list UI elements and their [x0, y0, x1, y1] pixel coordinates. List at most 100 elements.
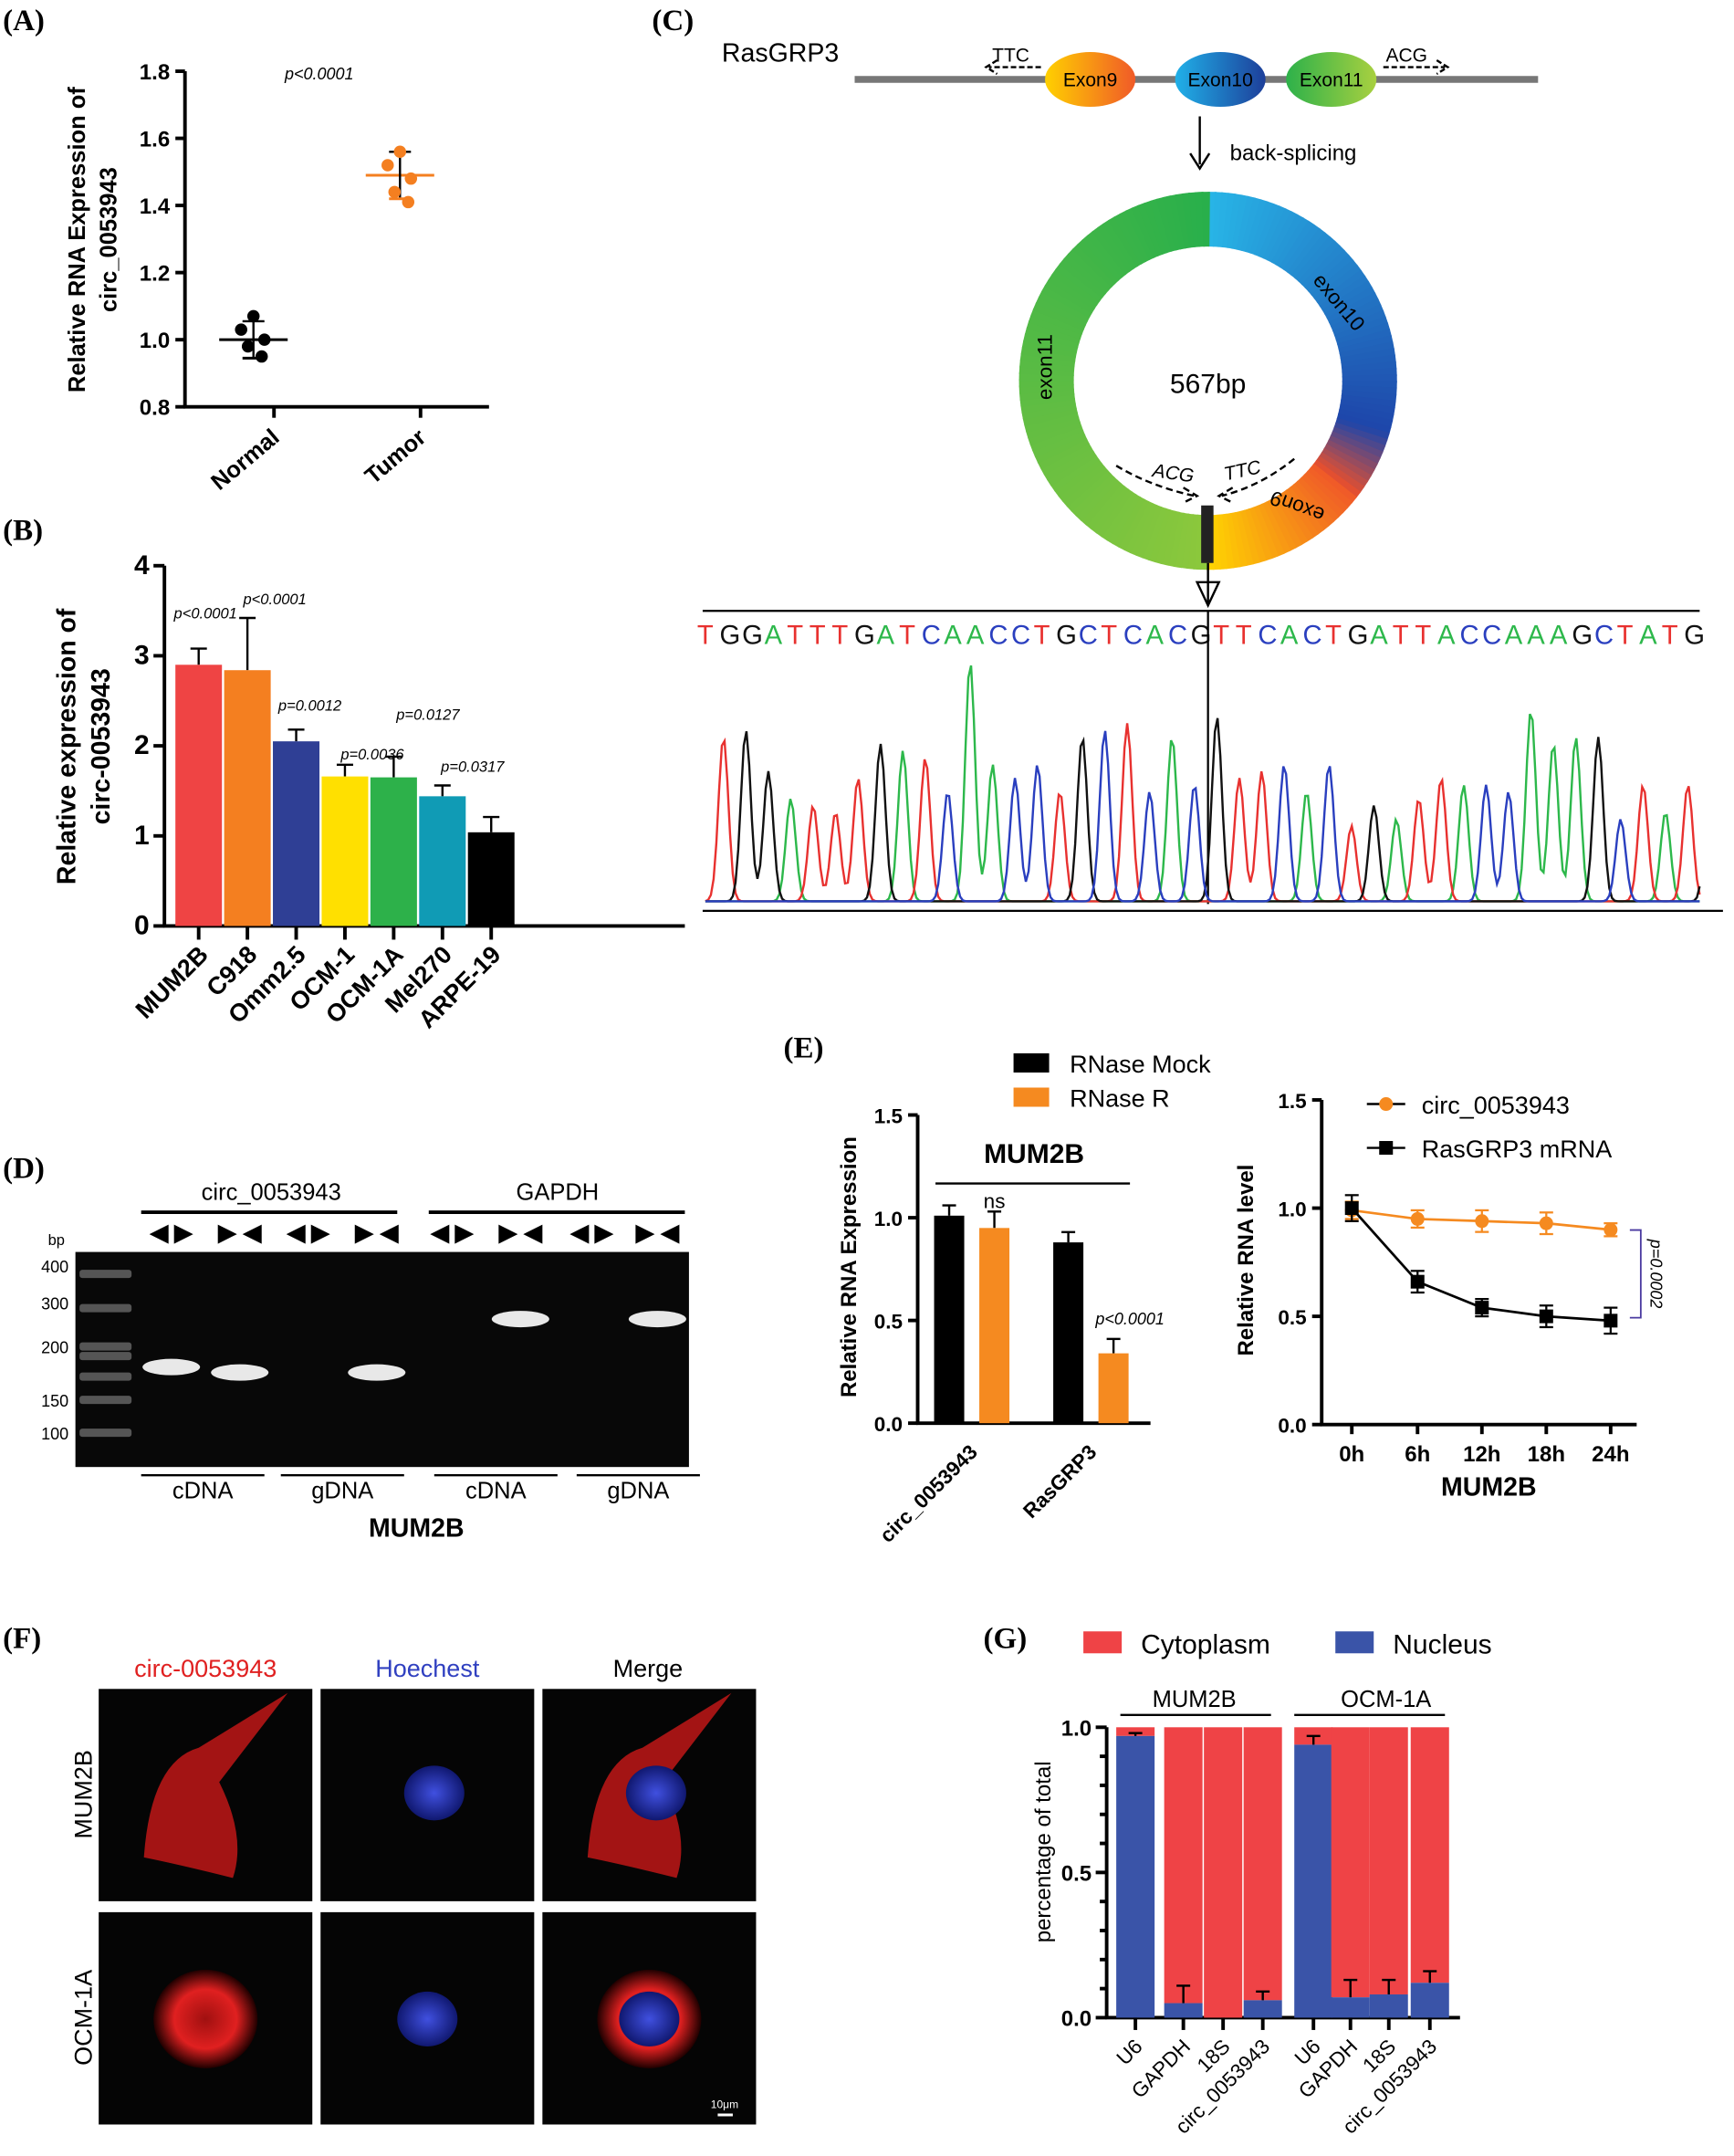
y-tick-label: 0.0: [1278, 1415, 1306, 1438]
bar: [370, 777, 417, 926]
sequence-base: T: [810, 621, 826, 650]
ladder-label: 300: [41, 1295, 68, 1313]
scatter-chart-a: 0.8 1.0 1.2 1.4 1.6 1.8 Normal Tumor: [140, 60, 489, 496]
convergent-primer-icon: [354, 1224, 399, 1244]
trace-C: [705, 730, 1700, 903]
ladder-band: [79, 1372, 132, 1381]
sequence-base: C: [1303, 621, 1322, 650]
sequence-base: T: [1393, 621, 1409, 650]
cell-cytoplasm: [153, 1969, 258, 2068]
sequence-base: T: [899, 621, 915, 650]
bar-nucleus: [1331, 1997, 1370, 2018]
sequence-base: A: [966, 621, 985, 650]
dna-band: [628, 1311, 686, 1328]
group-label: circ_0053943: [202, 1180, 341, 1206]
bar-cytoplasm: [1410, 1727, 1449, 1983]
panel-label: (D): [3, 1153, 45, 1186]
sequence-base: C: [1482, 621, 1501, 650]
sequence-base: A: [1280, 621, 1299, 650]
bar: [979, 1228, 1010, 1424]
data-point: [255, 350, 268, 363]
x-tick-label: 0h: [1339, 1442, 1364, 1467]
sequence-base: A: [1437, 621, 1456, 650]
bar: [273, 741, 320, 926]
sequence-base: T: [1325, 621, 1342, 650]
dna-band: [211, 1364, 269, 1381]
row-label: OCM-1A: [70, 1970, 98, 2066]
down-arrow-icon: [1189, 116, 1211, 171]
sequence-base: G: [1056, 621, 1077, 650]
bar: [467, 832, 515, 926]
sequence-base: T: [1415, 621, 1431, 650]
panel-label: (E): [783, 1031, 823, 1064]
y-tick-label: 0.0: [1061, 2006, 1092, 2031]
primer-arrow-icon: [1383, 59, 1450, 76]
ns-label: ns: [984, 1190, 1006, 1213]
y-tick-label: 1.4: [140, 194, 171, 219]
ring-primer: ACG: [1149, 460, 1195, 487]
p-value: p<0.0001: [173, 606, 237, 623]
ladder-band: [79, 1342, 132, 1351]
group-label: GAPDH: [517, 1180, 600, 1206]
cell-nucleus: [625, 1765, 686, 1821]
legend-label: RNase R: [1070, 1085, 1170, 1113]
primer-arrow-icon: [1115, 465, 1200, 504]
legend-swatch: [1335, 1631, 1374, 1654]
bar-chart-b: 01234MUM2Bp<0.0001C918p<0.0001Omm2.5p=0.…: [131, 550, 685, 1033]
sequence-base: A: [1527, 621, 1545, 650]
ladder-label: 400: [41, 1258, 68, 1276]
sequence-base: C: [1258, 621, 1277, 650]
sequence-base: A: [765, 621, 783, 650]
down-arrow-icon: [1195, 562, 1221, 609]
data-point: [388, 185, 402, 199]
legend-label: Cytoplasm: [1141, 1629, 1270, 1659]
bar-nucleus: [1243, 2000, 1282, 2018]
exon10-shape: [1175, 52, 1266, 108]
sequence-base: T: [697, 621, 714, 650]
exon-label: Exon9: [1063, 70, 1118, 91]
y-tick-label: 1.6: [140, 128, 170, 152]
data-point: [404, 172, 418, 185]
bar: [419, 796, 466, 926]
y-axis-label: percentage of total: [1031, 1761, 1056, 1942]
primer-label: TTC: [992, 46, 1029, 67]
bar-nucleus: [1294, 1744, 1333, 2018]
sequence-base: T: [1213, 621, 1229, 650]
sequence-base: A: [1145, 621, 1164, 650]
bar-cytoplasm: [1243, 1727, 1282, 2001]
legend-marker-square: [1379, 1141, 1394, 1156]
sequence-base: C: [922, 621, 941, 650]
y-tick-label: 0.0: [874, 1413, 903, 1436]
data-point: [1539, 1309, 1553, 1324]
bar-cytoplasm: [1369, 1727, 1408, 1994]
lane-label: gDNA: [607, 1479, 669, 1504]
sequence-base: G: [1572, 621, 1593, 650]
y-tick-label: 1.0: [140, 329, 170, 353]
legend-marker-circle: [1379, 1097, 1394, 1112]
sequence-base: T: [787, 621, 803, 650]
y-tick-label: 1: [134, 821, 150, 851]
y-tick-label: 4: [134, 550, 150, 581]
divergent-primer-icon: [569, 1224, 614, 1244]
sequence-base: C: [1460, 621, 1479, 650]
convergent-primer-icon: [635, 1224, 680, 1244]
ladder-label: 200: [41, 1339, 68, 1357]
x-tick-label: 6h: [1405, 1442, 1430, 1467]
panel-label: (F): [3, 1622, 41, 1655]
data-point: [1410, 1211, 1425, 1226]
panel-a: (A) p<0.0001 Relative RNA Expression of …: [3, 5, 353, 392]
sequence-base: A: [1505, 621, 1523, 650]
exon-label: Exon10: [1188, 70, 1253, 91]
bar-cytoplasm: [1116, 1727, 1155, 1736]
divergent-primer-icon: [430, 1224, 475, 1244]
column-label: circ-0053943: [134, 1655, 277, 1682]
junction-marker: [1201, 505, 1214, 563]
ladder-band: [79, 1396, 132, 1405]
cell-nucleus: [403, 1765, 465, 1821]
sequence-base: G: [719, 621, 740, 650]
sequence-base: C: [988, 621, 1008, 650]
y-axis-label: Relative RNA Expression of: [65, 87, 90, 392]
legend-swatch: [1013, 1087, 1050, 1107]
p-value: p<0.0001: [1094, 1310, 1165, 1328]
x-tick-label: RasGRP3: [1018, 1440, 1101, 1523]
